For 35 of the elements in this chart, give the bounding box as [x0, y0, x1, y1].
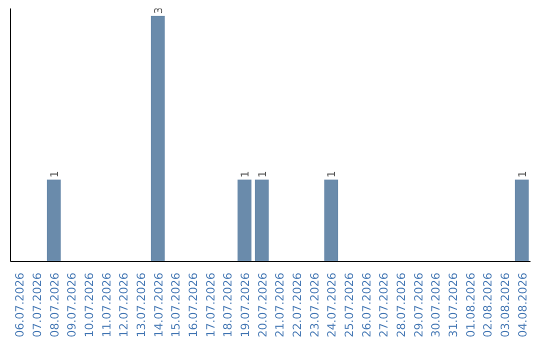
data-label: 1 — [516, 170, 529, 178]
x-tick-label: 25.07.2026 — [342, 272, 356, 338]
x-tick-label: 19.07.2026 — [238, 272, 252, 338]
data-label: 1 — [256, 170, 269, 178]
x-tick-label: 06.07.2026 — [12, 272, 27, 338]
x-tick-label: 24.07.2026 — [324, 272, 339, 338]
x-tick-label: 23.07.2026 — [307, 272, 322, 338]
x-tick-label: 09.07.2026 — [64, 272, 79, 338]
x-tick-label: 15.07.2026 — [168, 272, 183, 338]
x-tick-label: 10.07.2026 — [82, 272, 96, 338]
x-tick-label: 02.08.2026 — [480, 272, 495, 338]
x-tick-label: 13.07.2026 — [134, 272, 148, 338]
data-label: 1 — [238, 170, 252, 178]
x-tick-label: 27.07.2026 — [376, 272, 391, 338]
x-tick-label: 11.07.2026 — [99, 272, 114, 338]
x-tick-label: 14.07.2026 — [151, 272, 166, 338]
x-tick-label: 16.07.2026 — [186, 272, 200, 338]
x-tick-label: 03.08.2026 — [498, 272, 512, 338]
x-tick-label: 07.07.2026 — [30, 272, 44, 338]
x-tick-label: 31.07.2026 — [446, 272, 460, 338]
data-label: 1 — [325, 170, 338, 178]
x-tick-label: 12.07.2026 — [116, 272, 131, 338]
x-tick-label: 22.07.2026 — [290, 272, 304, 338]
x-tick-label: 20.07.2026 — [255, 272, 270, 338]
x-tick-label: 21.07.2026 — [272, 272, 287, 338]
x-tick-label: 01.08.2026 — [463, 272, 478, 338]
x-tick-label: 26.07.2026 — [359, 272, 374, 338]
x-tick-label: 29.07.2026 — [411, 272, 426, 338]
x-tick-label: 04.08.2026 — [515, 272, 530, 338]
x-tick-label: 17.07.2026 — [203, 272, 218, 338]
x-tick-label: 30.07.2026 — [428, 272, 443, 338]
x-tick-label: 18.07.2026 — [220, 272, 235, 338]
x-tick-label: 28.07.2026 — [394, 272, 408, 338]
data-label: 1 — [48, 170, 61, 178]
x-tick-label: 08.07.2026 — [47, 272, 62, 338]
